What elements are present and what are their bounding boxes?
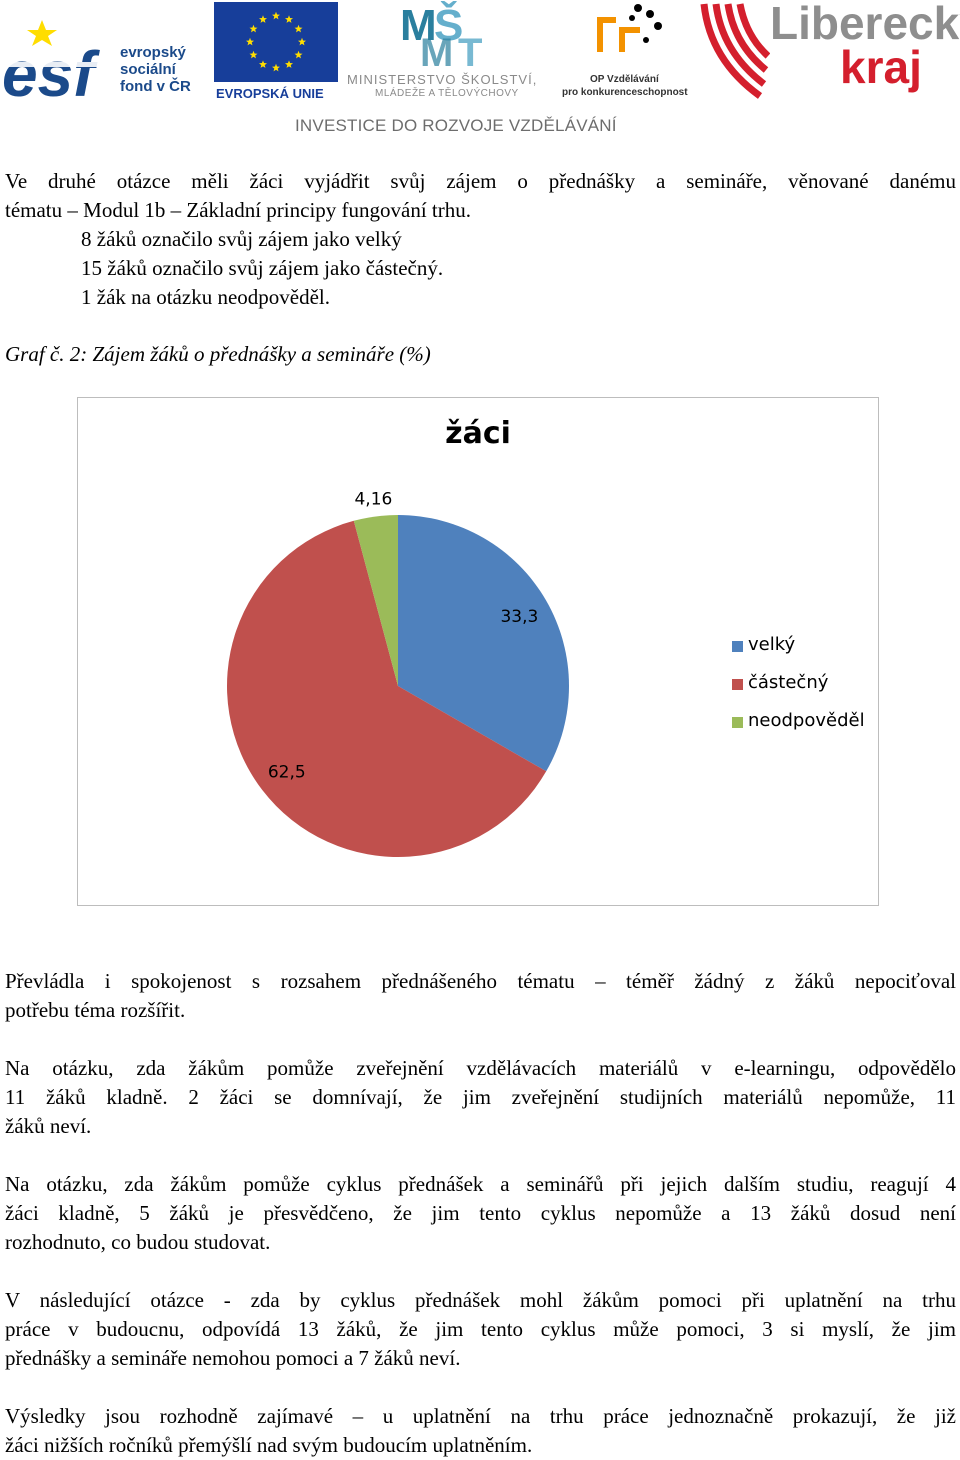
text-line: Na otázku, zda žákům pomůže zveřejnění v… (5, 1056, 956, 1080)
intro-item: 15 žáků označilo svůj zájem jako částečn… (81, 256, 444, 280)
op-logo: OP Vzdělávání pro konkurenceschopnost (560, 0, 700, 105)
legend-label: neodpověděl (748, 710, 865, 731)
text-line: 11 žáků kladně. 2 žáci se domnívají, že … (5, 1085, 956, 1109)
pie-slice-velký (398, 515, 570, 772)
data-label: 33,3 (500, 607, 538, 627)
pie-slice-neodpověděl (353, 515, 398, 686)
esf-mark-icon: esf (2, 20, 114, 100)
legend-label: částečný (748, 672, 829, 693)
svg-text:M: M (400, 1, 437, 50)
text-line: žáci kladně, 5 žáků je přesvědčeno, že j… (5, 1201, 956, 1225)
eu-star-icon (259, 60, 267, 68)
eu-logo: EVROPSKÁ UNIE (214, 2, 338, 102)
eu-flag-icon (214, 2, 338, 82)
text-line: rozhodnuto, co budou studovat. (5, 1230, 271, 1254)
kraj-stripes-icon (700, 3, 770, 99)
tagline: INVESTICE DO ROZVOJE VZDĚLÁVÁNÍ (295, 116, 617, 135)
eu-star-icon (285, 60, 293, 68)
text-line: práce v budoucnu, odpovídá 13 žáků, že j… (5, 1317, 956, 1341)
legend-label: velký (748, 634, 796, 655)
msmt-logo: M Š M T MINISTERSTVO ŠKOLSTVÍ, MLÁDEŽE A… (345, 0, 560, 105)
msmt-line1: MINISTERSTVO ŠKOLSTVÍ, (347, 72, 538, 87)
data-label: 4,16 (354, 490, 392, 510)
legend-swatch (732, 717, 743, 728)
chart-title: žáci (445, 416, 511, 451)
text-line: žáků neví. (5, 1114, 92, 1138)
body-paragraph: Výsledky jsou rozhodně zajímavé – u upla… (5, 1402, 956, 1460)
eu-star-icon (294, 50, 303, 59)
svg-text:T: T (458, 31, 482, 70)
svg-text:M: M (420, 31, 453, 70)
op-mark-icon (597, 4, 662, 52)
kraj-line2: kraj (840, 41, 922, 93)
intro-item: 1 žák na otázku neodpověděl. (81, 285, 330, 309)
eu-star-icon (249, 24, 258, 33)
esf-logo: esf evropský sociální fond v ČR (0, 0, 210, 105)
text-line: Ve druhé otázce měli žáci vyjádřit svůj … (5, 169, 956, 193)
text-line: potřebu téma rozšířit. (5, 998, 186, 1022)
eu-star-icon (259, 15, 267, 23)
pie-chart: žáci 33,3 62,5 4,16 velký částečný neodpov… (77, 397, 879, 906)
pie-plot: 33,3 62,5 4,16 (227, 490, 570, 857)
text-line: Převládla i spokojenost s rozsahem předn… (5, 969, 956, 993)
eu-star-icon (272, 11, 280, 20)
op-line1: OP Vzdělávání (590, 74, 659, 85)
eu-label: EVROPSKÁ UNIE (216, 86, 324, 101)
esf-line: evropský (120, 44, 186, 61)
body-paragraph: Na otázku, zda žákům pomůže zveřejnění v… (5, 1054, 956, 1141)
msmt-line2: MLÁDEŽE A TĚLOVÝCHOVY (375, 88, 519, 99)
data-label: 62,5 (268, 762, 306, 782)
legend-swatch (732, 679, 743, 690)
liberecky-kraj-logo: Liberecký kraj (700, 0, 960, 105)
intro-item: 8 žáků označilo svůj zájem jako velký (81, 227, 402, 251)
text-line: tématu – Modul 1b – Základní principy fu… (5, 198, 471, 222)
figure-caption: Graf č. 2: Zájem žáků o přednášky a semi… (5, 342, 431, 366)
kraj-line1: Liberecký (770, 0, 960, 49)
text-line: žáci nižších ročníků přemýšlí nad svým b… (5, 1433, 533, 1457)
svg-text:esf: esf (2, 38, 100, 100)
body-paragraph: Na otázku, zda žákům pomůže cyklus předn… (5, 1170, 956, 1257)
esf-line: fond v ČR (120, 78, 191, 95)
msmt-mark-icon: M Š M T (400, 0, 482, 70)
logo-band: esf evropský sociální fond v ČR EVROPSKÁ… (0, 0, 960, 140)
eu-star-icon (298, 37, 306, 46)
op-line2: pro konkurenceschopnost (562, 87, 688, 98)
eu-star-icon (246, 37, 254, 46)
body-paragraph: Převládla i spokojenost s rozsahem předn… (5, 967, 956, 1025)
svg-text:Š: Š (434, 0, 463, 50)
pie-slice-částečný (227, 520, 547, 857)
text-line: Na otázku, zda žákům pomůže cyklus předn… (5, 1172, 956, 1196)
text-line: Výsledky jsou rozhodně zajímavé – u upla… (5, 1404, 956, 1428)
eu-star-icon (272, 63, 280, 72)
eu-star-icon (294, 24, 303, 33)
text-line: V následující otázce - zda by cyklus pře… (5, 1288, 956, 1312)
text-line: přednášky a semináře nemohou pomoci a 7 … (5, 1346, 461, 1370)
legend-swatch (732, 641, 743, 652)
eu-star-icon (249, 50, 258, 59)
esf-line: sociální (120, 61, 176, 78)
esf-text: evropský sociální fond v ČR (120, 44, 191, 95)
intro-paragraph: Ve druhé otázce měli žáci vyjádřit svůj … (5, 167, 956, 225)
body-paragraph: V následující otázce - zda by cyklus pře… (5, 1286, 956, 1373)
eu-star-icon (285, 15, 293, 23)
